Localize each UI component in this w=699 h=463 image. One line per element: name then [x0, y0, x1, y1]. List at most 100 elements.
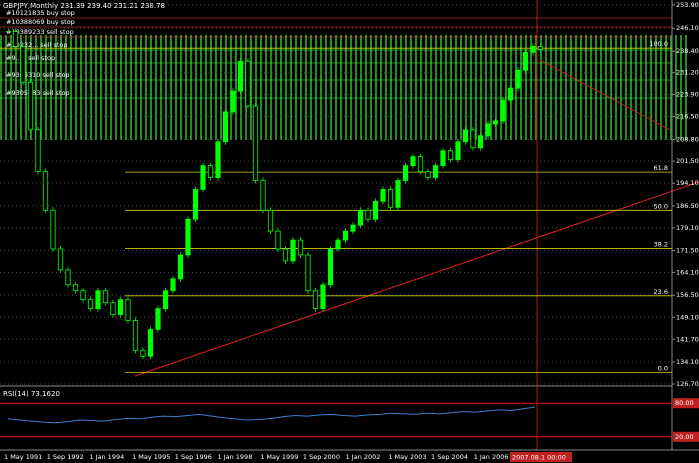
order-label: #10121835 buy stop [6, 9, 75, 17]
y-tick-label: 246.10 [676, 24, 699, 32]
candle [417, 156, 424, 172]
rsi-line [7, 406, 536, 424]
candle [245, 60, 251, 107]
candle [132, 320, 139, 351]
y-tick-label: 216.50 [676, 112, 699, 120]
y-tick-label: 134.10 [676, 358, 699, 366]
candle [320, 284, 326, 310]
candle [432, 165, 439, 178]
candle [507, 87, 514, 101]
candle [537, 46, 544, 50]
candle [87, 299, 94, 310]
y-tick-label: 141.70 [676, 335, 699, 343]
candle [177, 254, 184, 280]
x-tick-label: 1 May 2003 [388, 453, 426, 461]
candle [237, 60, 244, 92]
y-tick-label: 231.20 [676, 69, 699, 77]
y-tick-label: 208.80 [676, 135, 699, 143]
candle [252, 105, 259, 181]
candle [462, 129, 469, 143]
fib-label: 23.6 [654, 288, 668, 296]
candle [125, 299, 131, 321]
candle [530, 46, 536, 53]
y-tick-label: 126.70 [676, 380, 699, 388]
candle [290, 239, 296, 262]
y-tick-label: 179.10 [676, 224, 699, 232]
candle [410, 156, 416, 166]
fib-label: 61.8 [654, 164, 668, 172]
fib-label: 38.2 [654, 240, 668, 248]
candle [162, 290, 169, 310]
candle [20, 46, 26, 83]
cursor-bg [510, 452, 572, 462]
candle [140, 349, 146, 357]
candle [380, 189, 386, 202]
candle [267, 209, 274, 232]
candle [117, 299, 124, 315]
candle [372, 200, 379, 220]
rsi-label: RSI(14) 73.1620 [3, 390, 60, 398]
candle [515, 69, 521, 89]
x-tick-label: 1 Jan 1998 [218, 453, 253, 461]
candle [200, 165, 206, 190]
candle [155, 308, 161, 330]
candle [207, 165, 214, 178]
candle [102, 290, 109, 304]
x-tick-label: 1 May 1999 [260, 453, 298, 461]
candle [35, 129, 41, 172]
trend-line [539, 59, 671, 131]
candle [222, 111, 229, 143]
candle [65, 269, 71, 286]
cursor-label: 2007.08.1 00:00 [512, 454, 566, 462]
candle [485, 123, 491, 137]
candle [170, 278, 176, 292]
candle [57, 248, 64, 271]
x-tick-label: 1 May 1995 [132, 453, 170, 461]
candle [500, 99, 506, 122]
candle [425, 171, 431, 178]
candle [185, 218, 191, 256]
chart-title: GBPJPY,Monthly 231.39 239.40 231.21 238.… [3, 2, 165, 10]
y-tick-label: 171.50 [676, 247, 699, 255]
rsi-level-box [673, 431, 699, 442]
candle [335, 239, 341, 250]
candle [110, 302, 116, 315]
candle [365, 209, 371, 220]
x-tick-label: 1 May 1991 [4, 453, 42, 461]
x-tick-label: 1 Sep 1992 [47, 453, 84, 461]
order-label: #9...5 sell stop [6, 54, 55, 62]
cursor-box: 2007.08.1 00:00 [510, 452, 572, 462]
candle [447, 150, 454, 161]
order-zone [0, 35, 690, 140]
order-label: #9309310 sell stop [6, 71, 70, 79]
x-tick-label: 1 Sep 1996 [175, 453, 212, 461]
candle [192, 189, 199, 220]
y-tick-label: 223.90 [676, 90, 699, 98]
candle [275, 230, 281, 250]
candle [387, 189, 394, 208]
candle [282, 248, 289, 262]
fib-label: 50.0 [654, 202, 668, 210]
candle [402, 165, 409, 181]
candle [440, 150, 446, 166]
order-label: #10389233 sell stop [6, 28, 74, 36]
rsi-level-label: 80.00 [675, 399, 694, 407]
rsi-level-box [673, 398, 699, 409]
candle [492, 120, 499, 125]
y-tick-label: 149.10 [676, 313, 699, 321]
candle [12, 31, 19, 47]
candle [395, 180, 401, 208]
candle [50, 209, 56, 250]
candle [470, 129, 476, 149]
candle [27, 81, 34, 131]
y-tick-label: 201.50 [676, 157, 699, 165]
fib-label: 0.0 [658, 364, 668, 372]
y-tick-label: 156.50 [676, 291, 699, 299]
x-tick-label: 1 Jan 1994 [89, 453, 124, 461]
candle [357, 209, 364, 226]
candle [350, 224, 356, 232]
candle [42, 171, 49, 211]
order-label: #9305583 sell stop [6, 89, 70, 97]
candle [72, 284, 79, 292]
